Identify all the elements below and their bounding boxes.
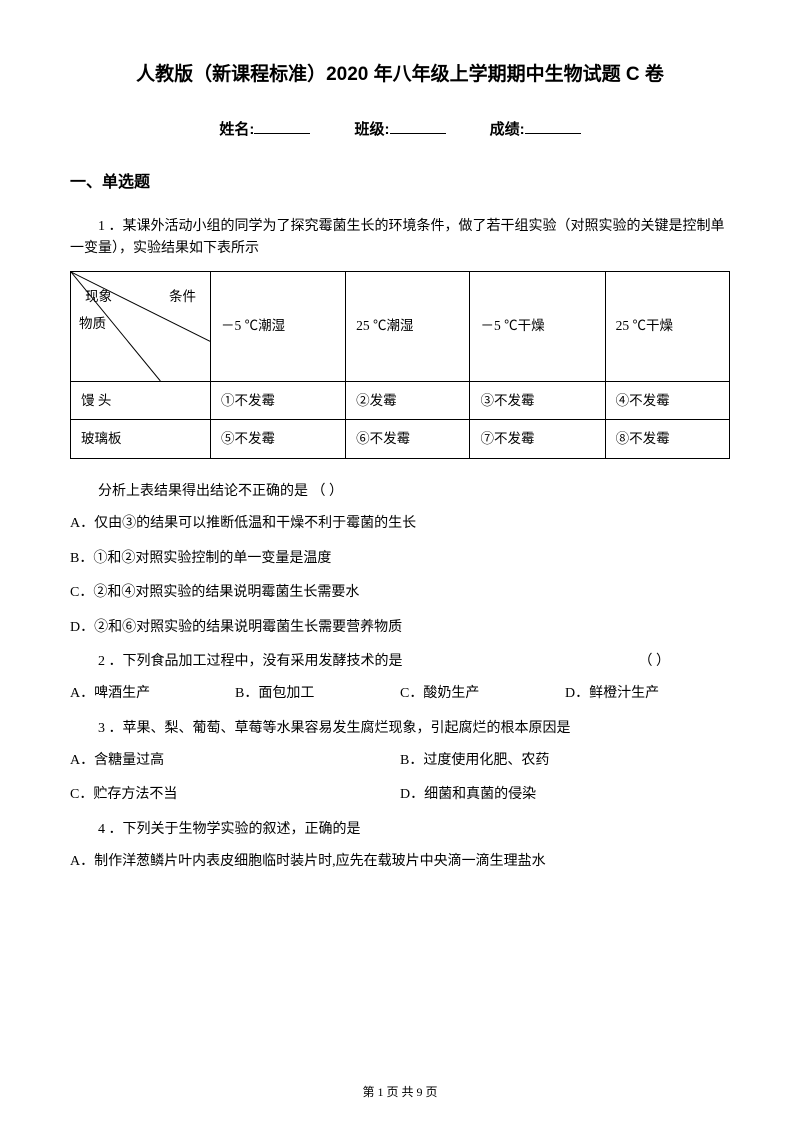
q1-text: 某课外活动小组的同学为了探究霉菌生长的环境条件，做了若干组实验（对照实验的关键是… <box>70 219 725 256</box>
q2-choice-a: A．啤酒生产 <box>70 683 235 705</box>
question-4: 4 ．下列关于生物学实验的叙述，正确的是 A．制作洋葱鳞片叶内表皮细胞临时装片时… <box>70 819 730 874</box>
q1-num: 1 ． <box>98 219 123 234</box>
diag-label-phenomenon: 现象 <box>85 286 112 308</box>
q2-choice-b: B．面包加工 <box>235 683 400 705</box>
q2-num: 2 ． <box>98 654 123 669</box>
student-info-line: 姓名: 班级: 成绩: <box>70 118 730 142</box>
diag-header-cell: 现象 条件 物质 <box>71 271 211 381</box>
q2-text: 下列食品加工过程中，没有采用发酵技术的是 <box>123 654 403 669</box>
q1-analysis: 分析上表结果得出结论不正确的是 （ ） <box>70 481 730 503</box>
q2-choices: A．啤酒生产 B．面包加工 C．酸奶生产 D．鲜橙汁生产 <box>70 683 730 705</box>
cell: ④不发霉 <box>605 381 729 420</box>
cell: ⑥不发霉 <box>346 420 470 459</box>
q3-choice-d: D．细菌和真菌的侵染 <box>400 784 730 806</box>
q4-text: 下列关于生物学实验的叙述，正确的是 <box>123 822 361 837</box>
cell: ⑧不发霉 <box>605 420 729 459</box>
q1-choice-a: A．仅由③的结果可以推断低温和干燥不利于霉菌的生长 <box>70 513 730 535</box>
row-head: 玻璃板 <box>71 420 211 459</box>
table-row: 馒 头 ①不发霉 ②发霉 ③不发霉 ④不发霉 <box>71 381 730 420</box>
class-label: 班级: <box>355 121 390 138</box>
section-header: 一、单选题 <box>70 170 730 196</box>
table-row: 玻璃板 ⑤不发霉 ⑥不发霉 ⑦不发霉 ⑧不发霉 <box>71 420 730 459</box>
q1-choice-c: C．②和④对照实验的结果说明霉菌生长需要水 <box>70 582 730 604</box>
table-header-row: 现象 条件 物质 －5 ℃潮湿 25 ℃潮湿 －5 ℃干燥 25 ℃干燥 <box>71 271 730 381</box>
q2-choice-d: D．鲜橙汁生产 <box>565 683 730 705</box>
q1-choice-b: B．①和②对照实验控制的单一变量是温度 <box>70 548 730 570</box>
col-header: 25 ℃干燥 <box>605 271 729 381</box>
q3-choice-a: A．含糖量过高 <box>70 750 400 772</box>
cell: ①不发霉 <box>211 381 346 420</box>
q2-paren: （ ） <box>611 651 671 673</box>
col-header: －5 ℃干燥 <box>470 271 605 381</box>
question-3: 3 ．苹果、梨、葡萄、草莓等水果容易发生腐烂现象，引起腐烂的根本原因是 A．含糖… <box>70 718 730 807</box>
cell: ⑦不发霉 <box>470 420 605 459</box>
class-blank <box>390 133 446 134</box>
q2-stem: 2 ．下列食品加工过程中，没有采用发酵技术的是 （ ） <box>70 651 730 673</box>
q3-choice-b: B．过度使用化肥、农药 <box>400 750 730 772</box>
page-footer: 第 1 页 共 9 页 <box>0 1083 800 1102</box>
cell: ③不发霉 <box>470 381 605 420</box>
q3-stem: 3 ．苹果、梨、葡萄、草莓等水果容易发生腐烂现象，引起腐烂的根本原因是 <box>70 718 730 740</box>
q3-row2: C．贮存方法不当 D．细菌和真菌的侵染 <box>70 784 730 806</box>
name-blank <box>254 133 310 134</box>
cell: ②发霉 <box>346 381 470 420</box>
q2-choice-c: C．酸奶生产 <box>400 683 565 705</box>
score-blank <box>525 133 581 134</box>
q4-stem: 4 ．下列关于生物学实验的叙述，正确的是 <box>70 819 730 841</box>
q3-row1: A．含糖量过高 B．过度使用化肥、农药 <box>70 750 730 772</box>
q3-choice-c: C．贮存方法不当 <box>70 784 400 806</box>
q4-num: 4 ． <box>98 822 123 837</box>
col-header: －5 ℃潮湿 <box>211 271 346 381</box>
page-title: 人教版（新课程标准）2020 年八年级上学期期中生物试题 C 卷 <box>70 60 730 90</box>
q1-choice-d: D．②和⑥对照实验的结果说明霉菌生长需要营养物质 <box>70 617 730 639</box>
row-head: 馒 头 <box>71 381 211 420</box>
col-header: 25 ℃潮湿 <box>346 271 470 381</box>
score-label: 成绩: <box>490 121 525 138</box>
cell: ⑤不发霉 <box>211 420 346 459</box>
question-1: 1 ．某课外活动小组的同学为了探究霉菌生长的环境条件，做了若干组实验（对照实验的… <box>70 216 730 639</box>
q1-table: 现象 条件 物质 －5 ℃潮湿 25 ℃潮湿 －5 ℃干燥 25 ℃干燥 馒 头… <box>70 271 730 459</box>
question-2: 2 ．下列食品加工过程中，没有采用发酵技术的是 （ ） A．啤酒生产 B．面包加… <box>70 651 730 706</box>
diag-label-condition: 条件 <box>169 286 196 308</box>
name-label: 姓名: <box>219 121 254 138</box>
q3-num: 3 ． <box>98 721 123 736</box>
diag-label-material: 物质 <box>79 313 106 335</box>
q4-choice-a: A．制作洋葱鳞片叶内表皮细胞临时装片时,应先在载玻片中央滴一滴生理盐水 <box>70 851 730 873</box>
q3-text: 苹果、梨、葡萄、草莓等水果容易发生腐烂现象，引起腐烂的根本原因是 <box>123 721 571 736</box>
q1-stem: 1 ．某课外活动小组的同学为了探究霉菌生长的环境条件，做了若干组实验（对照实验的… <box>70 216 730 261</box>
